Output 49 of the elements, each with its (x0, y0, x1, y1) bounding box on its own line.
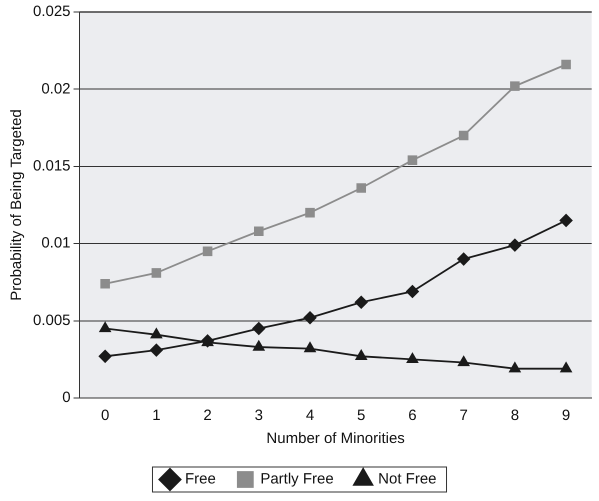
x-tick-label: 0 (100, 407, 110, 424)
point (304, 311, 316, 324)
point (509, 362, 521, 372)
point (253, 340, 264, 351)
point (458, 356, 470, 366)
legend-label: Free (184, 470, 216, 488)
point (100, 278, 110, 289)
y-tick-label: 0.015 (32, 158, 71, 175)
point (510, 81, 520, 91)
point (252, 322, 266, 335)
point (457, 252, 470, 266)
legend-label: Not Free (378, 470, 437, 488)
point (561, 60, 571, 70)
point (152, 268, 162, 278)
x-tick-label: 1 (152, 407, 161, 424)
point (98, 350, 112, 363)
legend-label: Partly Free (260, 470, 334, 488)
y-axis-title: Probability of Being Targeted (8, 109, 26, 301)
y-tick-label: 0 (62, 389, 71, 406)
y-tick-label: 0.02 (41, 80, 71, 98)
point (406, 353, 418, 364)
point (150, 328, 162, 338)
x-tick-label: 3 (254, 407, 263, 424)
point (560, 362, 572, 372)
point (254, 226, 264, 236)
x-tick-label: 5 (357, 407, 366, 424)
point (408, 155, 418, 166)
point (406, 285, 419, 298)
x-tick-label: 4 (306, 407, 314, 424)
y-tick-label: 0.025 (32, 3, 71, 20)
point (356, 350, 367, 360)
y-tick-label: 0.01 (41, 234, 71, 252)
point (354, 296, 368, 309)
x-tick-label: 8 (510, 407, 520, 424)
point (458, 130, 468, 140)
x-tick-label: 2 (203, 407, 212, 424)
y-tick-label: 0.005 (32, 312, 71, 329)
x-tick-label: 7 (459, 407, 468, 424)
point (560, 214, 572, 227)
point (202, 246, 212, 256)
point (150, 344, 163, 357)
x-tick-label: 6 (408, 407, 417, 424)
point (356, 183, 366, 193)
point (508, 238, 522, 252)
point (304, 342, 316, 352)
x-axis-title: Number of Minorities (266, 430, 405, 448)
point (99, 322, 111, 332)
point (305, 208, 315, 218)
x-tick-label: 9 (562, 407, 570, 424)
